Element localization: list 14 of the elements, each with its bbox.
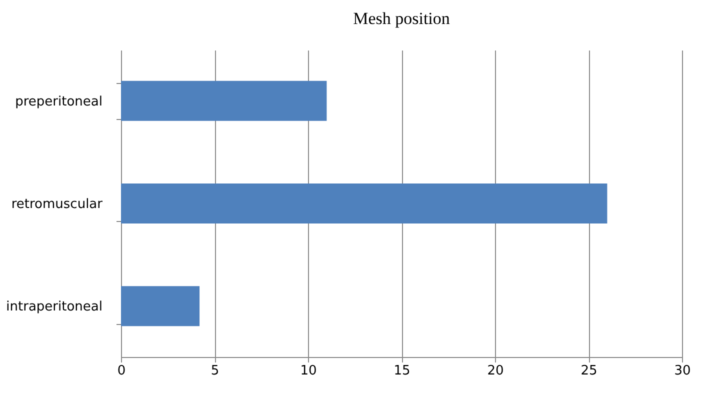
chart-title: Mesh position [353, 9, 450, 28]
x-tick-label: 20 [487, 364, 504, 378]
x-tick-label: 0 [117, 364, 126, 378]
x-tick-label: 10 [300, 364, 317, 378]
x-tick-label: 15 [394, 364, 410, 378]
y-tick-label: preperitoneal [15, 94, 102, 110]
y-tick-label: intraperitoneal [6, 300, 102, 315]
x-tick-label: 25 [580, 364, 598, 378]
bar [121, 184, 608, 224]
x-tick-label: 5 [210, 364, 220, 378]
bar [121, 286, 200, 326]
x-tick-label: 30 [674, 364, 691, 378]
bar [121, 80, 327, 121]
y-tick-label: retromuscular [11, 197, 104, 212]
